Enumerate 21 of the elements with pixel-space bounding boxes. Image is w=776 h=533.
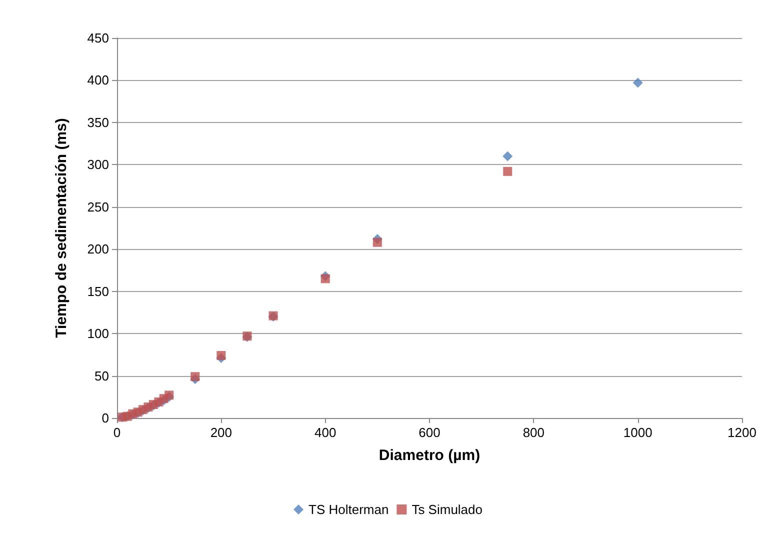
y-tick-label: 200 bbox=[87, 242, 109, 257]
x-axis-title: Diametro (µm) bbox=[378, 447, 480, 464]
legend-label: TS Holterman bbox=[308, 502, 389, 517]
y-tick-label: 50 bbox=[94, 368, 109, 384]
y-tick-label: 350 bbox=[87, 114, 109, 130]
y-tick-label: 400 bbox=[87, 72, 109, 88]
x-tick-label: 400 bbox=[314, 425, 336, 440]
x-tick-label: 0 bbox=[113, 425, 121, 440]
x-tick-label: 600 bbox=[418, 425, 440, 440]
x-tick-label: 1200 bbox=[728, 425, 756, 440]
y-axis-title: Tiempo de sedimentación (ms) bbox=[53, 118, 70, 338]
x-tick-label: 800 bbox=[522, 425, 545, 440]
y-tick-label: 450 bbox=[87, 30, 109, 46]
y-tick-label: 250 bbox=[87, 199, 109, 214]
y-tick-label: 0 bbox=[102, 410, 109, 426]
y-tick-label: 150 bbox=[87, 284, 109, 299]
y-tick-label: 300 bbox=[87, 157, 109, 172]
y-tick-label: 100 bbox=[87, 326, 109, 342]
x-tick-label: 200 bbox=[210, 425, 232, 440]
x-tick-label: 1000 bbox=[623, 425, 652, 440]
legend-label: Ts Simulado bbox=[412, 502, 483, 517]
